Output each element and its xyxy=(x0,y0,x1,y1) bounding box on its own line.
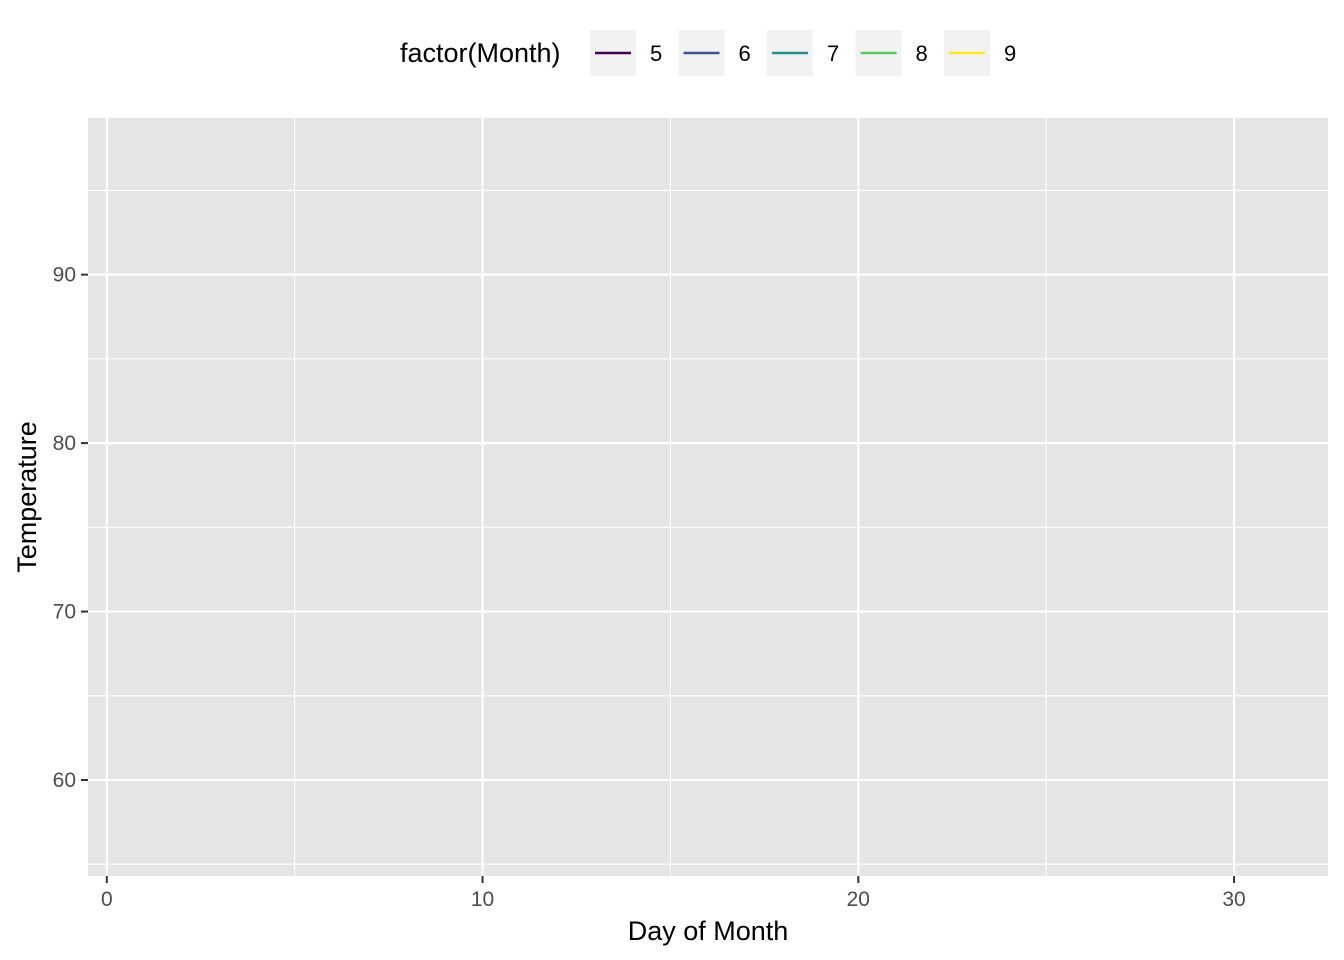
legend-label-5: 5 xyxy=(650,41,662,66)
minor-gridlines xyxy=(88,118,1328,876)
y-axis: 60 70 80 90 xyxy=(53,264,88,792)
x-axis-title: Day of Month xyxy=(628,916,789,946)
y-axis-title: Temperature xyxy=(12,421,42,573)
legend-label-7: 7 xyxy=(827,41,839,66)
x-tick-label: 20 xyxy=(847,888,870,911)
legend-title: factor(Month) xyxy=(400,38,561,68)
major-gridlines xyxy=(88,118,1328,876)
legend-label-6: 6 xyxy=(739,41,751,66)
x-tick-label: 10 xyxy=(471,888,494,911)
x-tick-label: 30 xyxy=(1222,888,1245,911)
legend-label-9: 9 xyxy=(1004,41,1016,66)
legend-label-8: 8 xyxy=(916,41,928,66)
plot-panel xyxy=(88,118,1328,876)
y-tick-label: 80 xyxy=(53,432,76,455)
y-tick-label: 90 xyxy=(53,264,76,287)
x-axis: 0 10 20 30 xyxy=(101,876,1246,911)
legend: factor(Month) 5 6 7 8 9 xyxy=(400,30,1016,76)
y-tick-label: 70 xyxy=(53,601,76,624)
x-tick-label: 0 xyxy=(101,888,113,911)
y-tick-label: 60 xyxy=(53,769,76,792)
